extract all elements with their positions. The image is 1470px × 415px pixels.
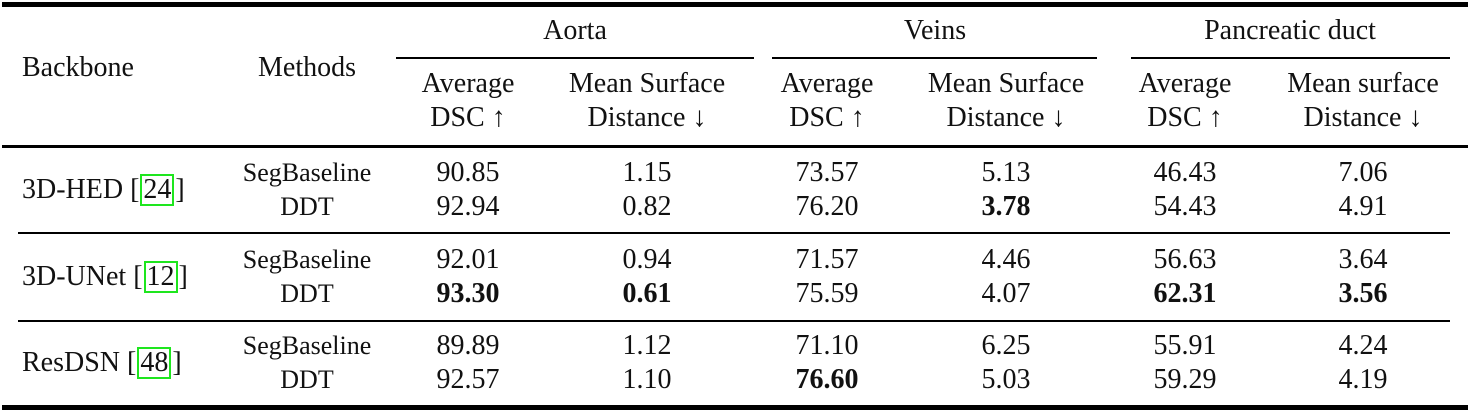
value-cell: 4.19: [1338, 364, 1388, 395]
veins-dsc-header-l1: Average: [780, 68, 874, 99]
value-cell: 55.91: [1153, 330, 1217, 361]
value-cell: 71.10: [795, 330, 859, 361]
backbone-name: ResDSN [: [22, 347, 137, 378]
value-cell: 0.94: [622, 244, 672, 275]
value-cell: 73.57: [795, 157, 859, 188]
aorta-dsc-header-l1: Average: [421, 68, 515, 99]
method-cell: SegBaseline: [242, 331, 372, 360]
method-cell: SegBaseline: [242, 158, 372, 187]
pancreatic-msd-header-l2: Distance ↓: [1303, 102, 1423, 133]
value-cell: 0.61: [622, 278, 672, 309]
header-rule: [2, 145, 1468, 148]
pancreatic-cmidrule: [1131, 57, 1450, 59]
value-cell: 93.30: [436, 278, 500, 309]
group-veins: Veins: [903, 15, 967, 46]
value-cell: 1.10: [622, 364, 672, 395]
value-cell: 76.60: [795, 364, 859, 395]
header-backbone: Backbone: [22, 52, 134, 83]
veins-cmidrule: [772, 57, 1097, 59]
bottom-rule: [2, 405, 1468, 410]
value-cell: 4.07: [981, 278, 1031, 309]
veins-msd-header-l1: Mean Surface: [927, 68, 1085, 99]
value-cell: 54.43: [1153, 191, 1217, 222]
value-cell: 5.13: [981, 157, 1031, 188]
backbone-name: 3D-UNet [: [22, 261, 143, 292]
method-cell: SegBaseline: [242, 245, 372, 274]
row-separator-2: [18, 320, 1450, 322]
value-cell: 3.78: [981, 191, 1031, 222]
value-cell: 6.25: [981, 330, 1031, 361]
value-cell: 56.63: [1153, 244, 1217, 275]
row-separator-1: [18, 232, 1450, 234]
citation-bracket: ]: [175, 174, 185, 205]
citation-bracket: ]: [178, 261, 188, 292]
backbone-cell: ResDSN [48]: [22, 346, 182, 380]
backbone-cell: 3D-UNet [12]: [22, 260, 188, 294]
value-cell: 46.43: [1153, 157, 1217, 188]
aorta-msd-header-l2: Distance ↓: [587, 102, 707, 133]
value-cell: 4.24: [1338, 330, 1388, 361]
citation-link[interactable]: 48: [137, 347, 172, 379]
veins-msd-header-l2: Distance ↓: [946, 102, 1066, 133]
veins-dsc-header-l2: DSC ↑: [789, 102, 865, 133]
value-cell: 3.56: [1338, 278, 1388, 309]
group-pancreatic-duct: Pancreatic duct: [1204, 15, 1376, 46]
value-cell: 1.15: [622, 157, 672, 188]
pancreatic-msd-header-l1: Mean surface: [1287, 68, 1439, 99]
value-cell: 92.94: [436, 191, 500, 222]
value-cell: 5.03: [981, 364, 1031, 395]
backbone-cell: 3D-HED [24]: [22, 173, 185, 207]
value-cell: 75.59: [795, 278, 859, 309]
value-cell: 3.64: [1338, 244, 1388, 275]
aorta-msd-header-l1: Mean Surface: [568, 68, 726, 99]
aorta-dsc-header-l2: DSC ↑: [430, 102, 506, 133]
aorta-cmidrule: [396, 57, 754, 59]
citation-link[interactable]: 12: [143, 261, 178, 293]
value-cell: 92.01: [436, 244, 500, 275]
pancreatic-dsc-header-l2: DSC ↑: [1147, 102, 1223, 133]
value-cell: 71.57: [795, 244, 859, 275]
value-cell: 1.12: [622, 330, 672, 361]
pancreatic-dsc-header-l1: Average: [1138, 68, 1232, 99]
citation-link[interactable]: 24: [140, 174, 175, 206]
group-aorta: Aorta: [543, 15, 607, 46]
value-cell: 76.20: [795, 191, 859, 222]
method-cell: DDT: [280, 279, 334, 308]
value-cell: 89.89: [436, 330, 500, 361]
backbone-name: 3D-HED [: [22, 174, 140, 205]
value-cell: 59.29: [1153, 364, 1217, 395]
method-cell: DDT: [280, 365, 334, 394]
top-rule: [2, 2, 1468, 7]
citation-bracket: ]: [172, 347, 182, 378]
value-cell: 62.31: [1153, 278, 1217, 309]
header-methods: Methods: [258, 52, 356, 83]
value-cell: 4.46: [981, 244, 1031, 275]
value-cell: 7.06: [1338, 157, 1388, 188]
value-cell: 90.85: [436, 157, 500, 188]
value-cell: 0.82: [622, 191, 672, 222]
method-cell: DDT: [280, 192, 334, 221]
value-cell: 4.91: [1338, 191, 1388, 222]
value-cell: 92.57: [436, 364, 500, 395]
